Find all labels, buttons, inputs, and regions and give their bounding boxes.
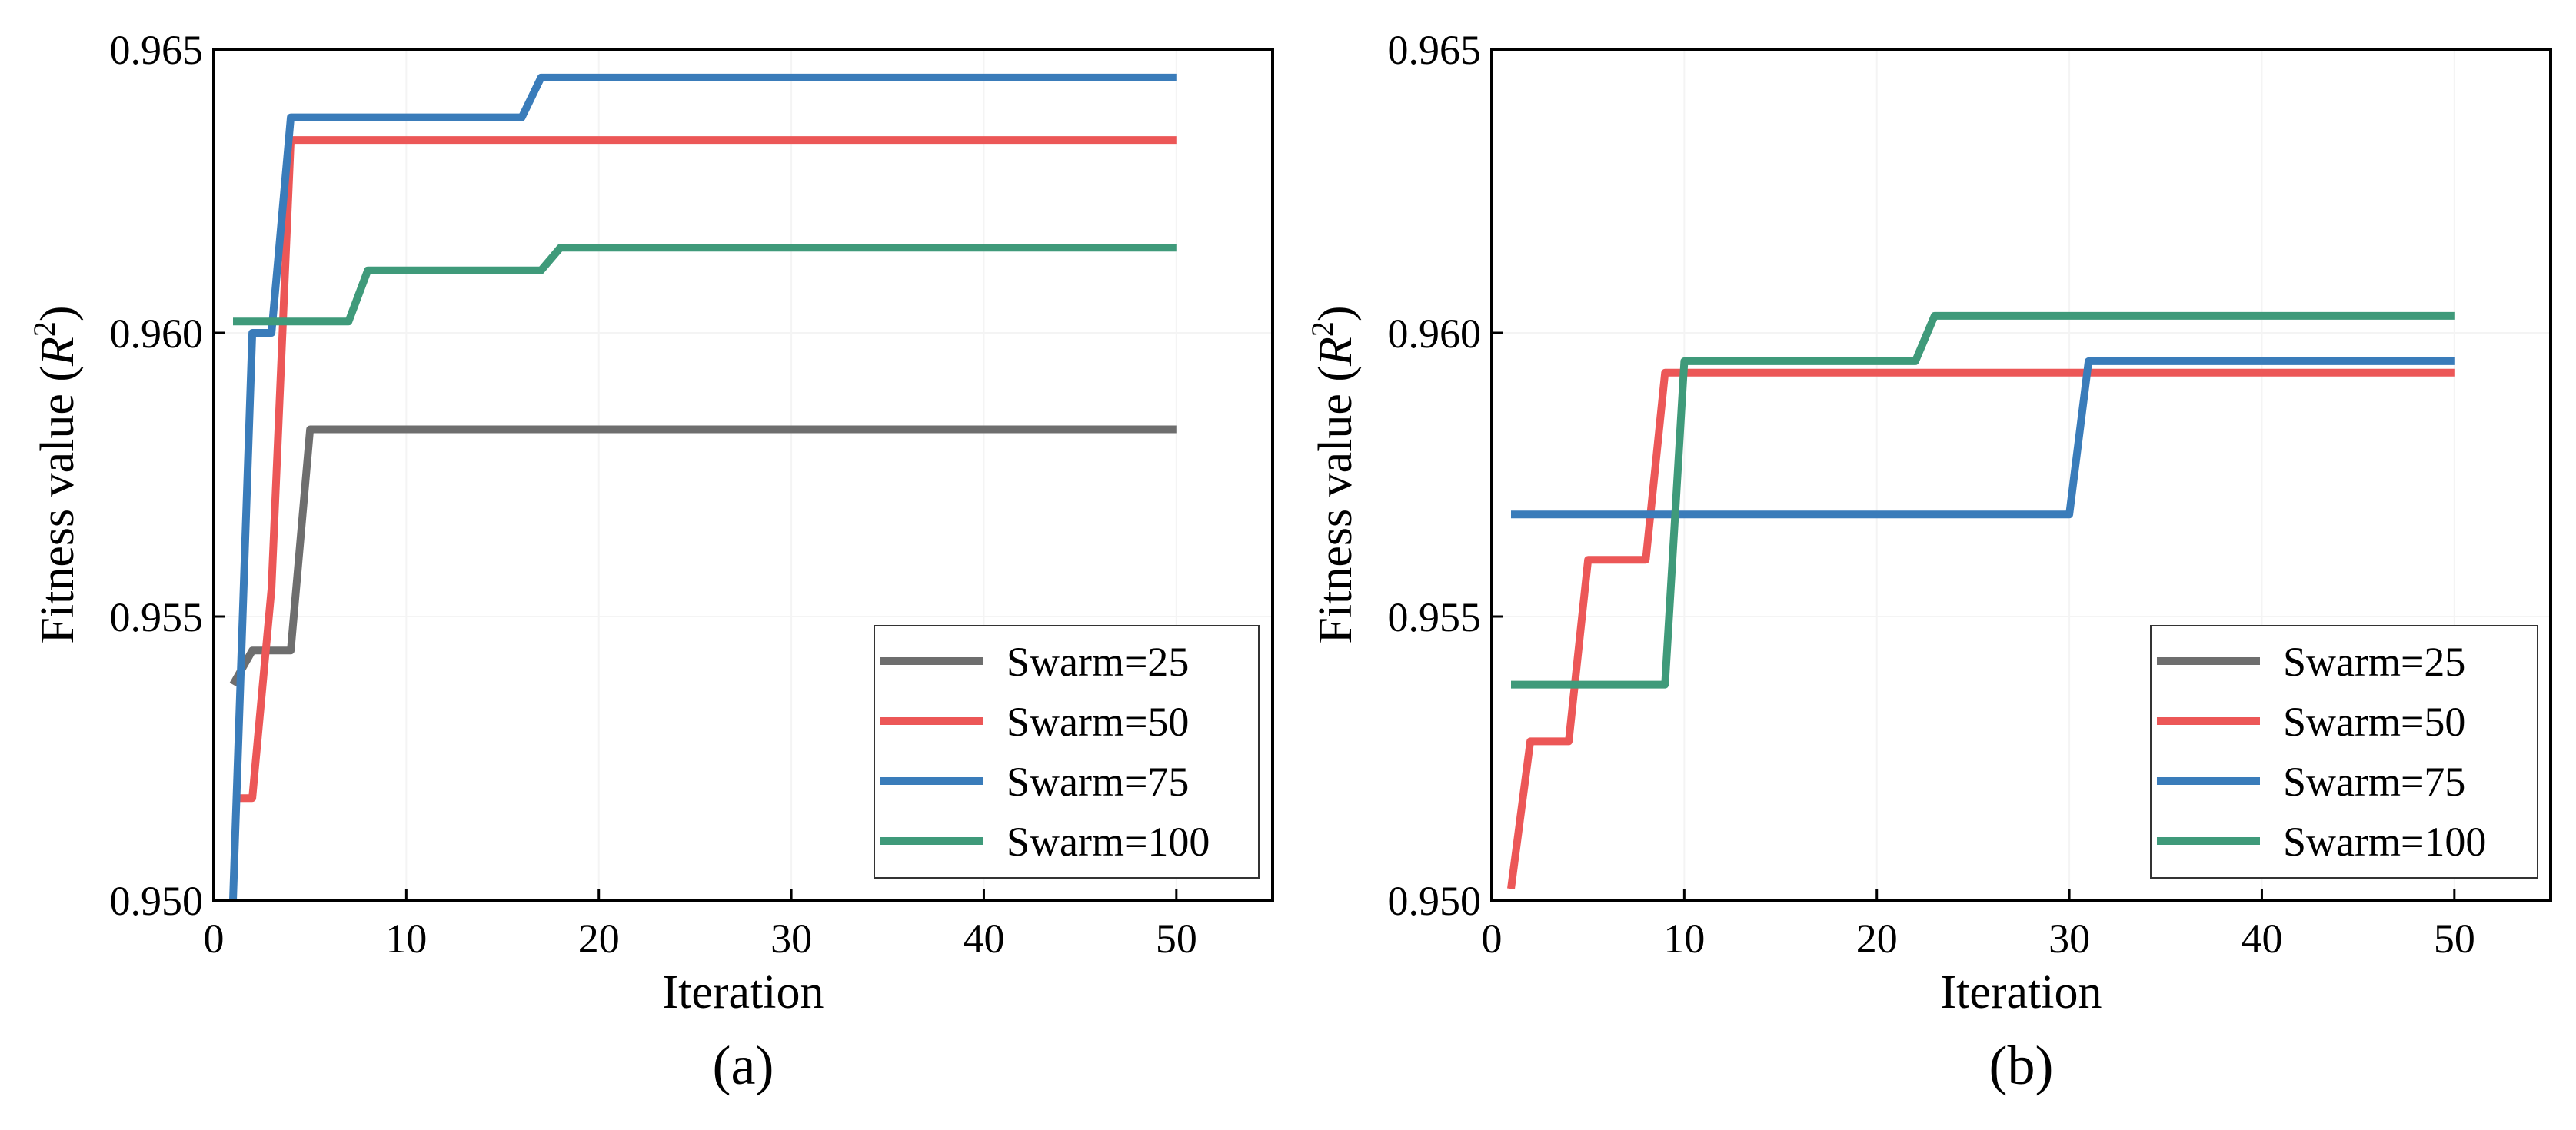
x-axis-title: Iteration: [662, 966, 824, 1019]
x-tick-label: 0: [204, 916, 225, 962]
x-tick-label: 50: [2434, 916, 2475, 962]
y-axis-title-suffix: ): [1310, 305, 1362, 321]
x-tick-label: 40: [963, 916, 1004, 962]
series-line: [1507, 368, 2455, 889]
y-axis-title-var: R: [32, 337, 84, 367]
x-tick-label: 0: [1482, 916, 1503, 962]
panel-label: (a): [713, 1035, 774, 1096]
y-tick-label: 0.965: [110, 27, 204, 73]
series-line: [1511, 311, 2455, 689]
x-tick-label: 30: [770, 916, 812, 962]
chart-panel-a: 0 10 20 30 40 50 0.950 0.955 0.960 0.965 Iteration…: [27, 27, 1274, 1096]
y-axis-title-suffix: ): [32, 305, 84, 321]
legend-label: Swarm=75: [2283, 759, 2465, 805]
plot-frame: [1490, 48, 2552, 902]
x-tick-label: 20: [1856, 916, 1898, 962]
x-tick-label: 50: [1156, 916, 1197, 962]
y-tick-label: 0.965: [1388, 27, 1482, 73]
legend-box: [874, 625, 1260, 879]
panel-label: (b): [1989, 1035, 2054, 1096]
legend-label: Swarm=75: [1007, 759, 1189, 805]
legend-label: Swarm=100: [1007, 819, 1210, 865]
y-axis-title-prefix: Fitness value (: [1310, 366, 1362, 644]
x-tick-label: 10: [385, 916, 427, 962]
plot-frame: [212, 48, 1274, 902]
legend-box: [2150, 625, 2538, 879]
x-tick-label: 40: [2241, 916, 2282, 962]
chart-panel-b: 0 10 20 30 40 50 0.950 0.955 0.960 0.965 Iteration…: [1305, 27, 2552, 1096]
y-axis-title: Fitness value (R2): [1305, 305, 1362, 643]
x-axis-title: Iteration: [1940, 966, 2102, 1019]
y-tick-label: 0.955: [110, 594, 204, 640]
legend: Swarm=25 Swarm=50 Swarm=75 Swarm=100: [2150, 625, 2538, 879]
y-tick-label: 0.950: [1388, 878, 1482, 924]
y-tick-label: 0.960: [1388, 311, 1482, 357]
x-tick-label: 10: [1663, 916, 1705, 962]
legend-label: Swarm=50: [1007, 699, 1189, 745]
y-axis-title-sup: 2: [27, 321, 62, 337]
series-line: [233, 136, 1177, 803]
series-line: [229, 425, 1177, 687]
legend-label: Swarm=50: [2283, 699, 2465, 745]
y-tick-label: 0.950: [110, 878, 204, 924]
y-axis-title-sup: 2: [1305, 321, 1340, 337]
y-tick-label: 0.955: [1388, 594, 1482, 640]
y-axis-title: Fitness value (R2): [27, 305, 84, 643]
series-line: [1511, 357, 2455, 519]
x-tick-label: 30: [2048, 916, 2090, 962]
series-line: [229, 73, 1177, 901]
y-tick-label: 0.960: [110, 311, 204, 357]
y-axis-title-prefix: Fitness value (: [32, 366, 84, 644]
legend-label: Swarm=100: [2283, 819, 2486, 865]
legend-label: Swarm=25: [2283, 639, 2465, 685]
legend: Swarm=25 Swarm=50 Swarm=75 Swarm=100: [874, 625, 1260, 879]
legend-label: Swarm=25: [1007, 639, 1189, 685]
y-axis-title-var: R: [1310, 337, 1362, 367]
x-tick-label: 20: [578, 916, 620, 962]
series-line: [233, 244, 1177, 326]
